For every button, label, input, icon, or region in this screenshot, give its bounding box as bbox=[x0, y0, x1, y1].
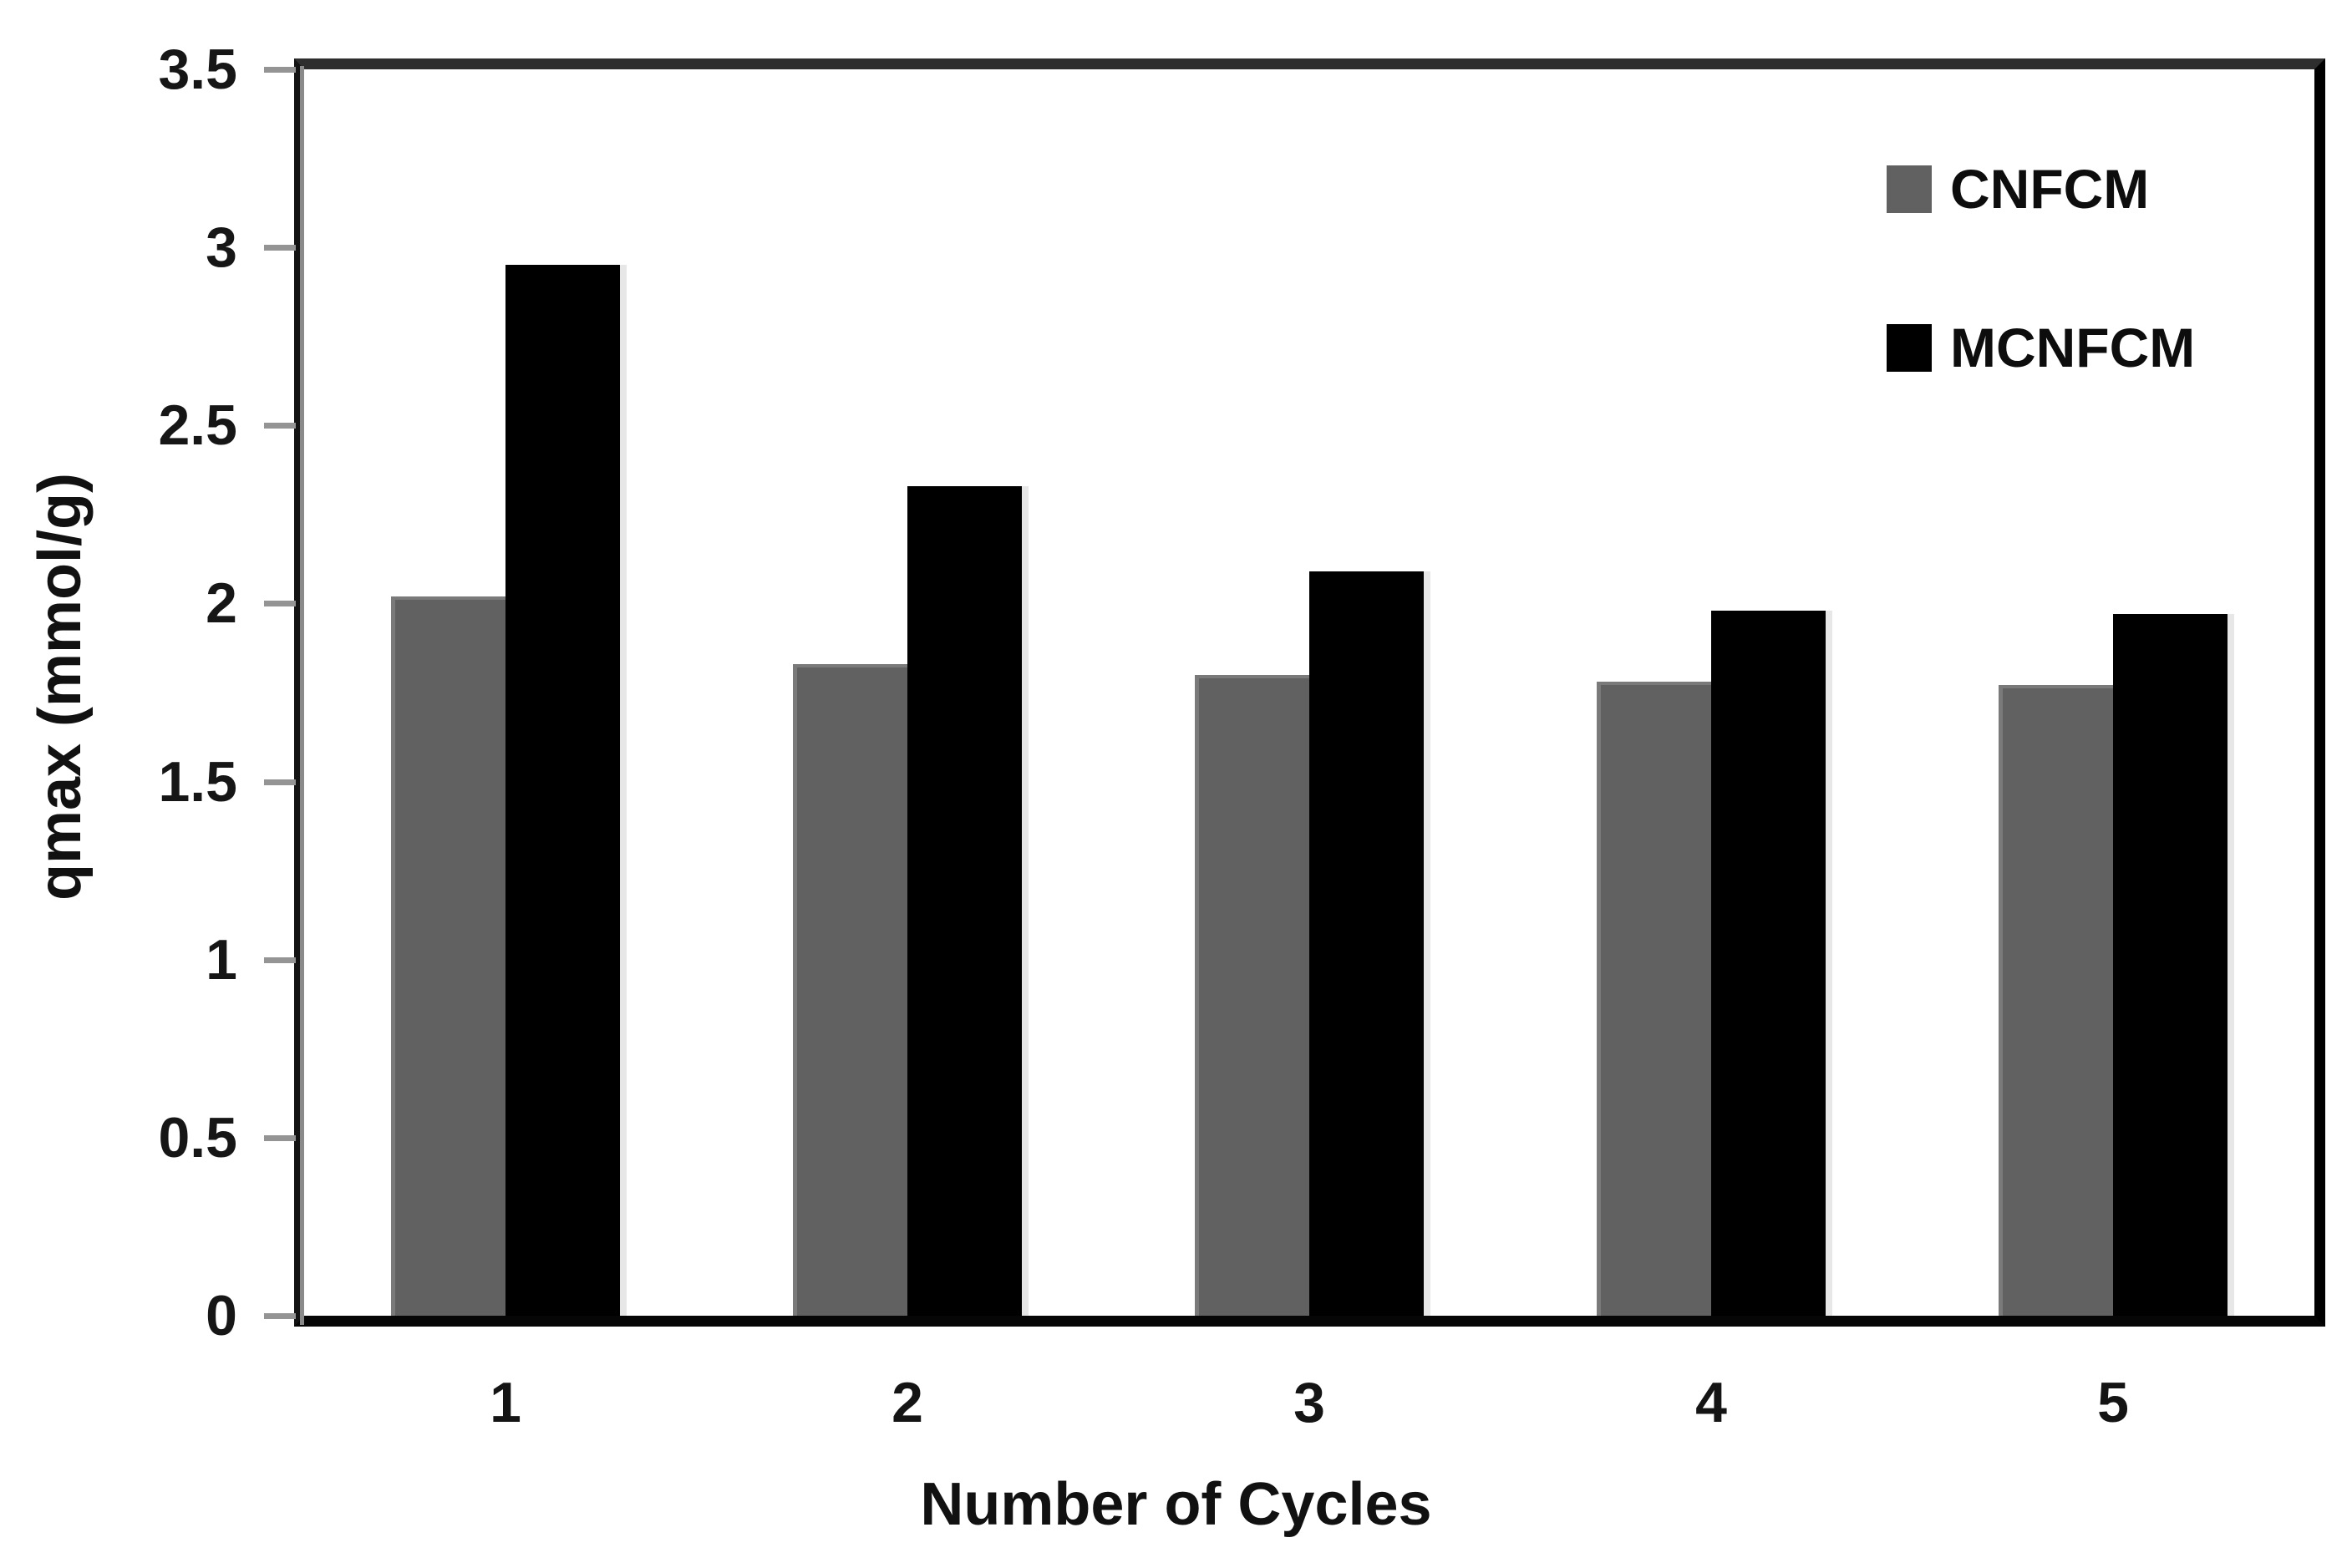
legend-swatch-cnfcm bbox=[1887, 165, 1932, 213]
x-tick-label-4: 4 bbox=[1695, 1371, 1727, 1434]
x-tick-label-1: 1 bbox=[490, 1371, 521, 1434]
legend-item-mcnfcm: MCNFCM bbox=[1887, 316, 2195, 379]
bar-mcnfcm-cycle-3 bbox=[1309, 571, 1424, 1316]
legend-label-cnfcm: CNFCM bbox=[1950, 158, 2150, 220]
y-tick-mark-2.5 bbox=[264, 423, 296, 429]
x-tick-label-3: 3 bbox=[1293, 1371, 1325, 1434]
y-tick-mark-1 bbox=[264, 957, 296, 963]
x-tick-label-5: 5 bbox=[2097, 1371, 2129, 1434]
bar-cnfcm-cycle-4 bbox=[1597, 682, 1711, 1316]
legend-swatch-mcnfcm bbox=[1887, 323, 1932, 372]
y-tick-label-2: 2 bbox=[206, 571, 237, 635]
y-tick-label-1.5: 1.5 bbox=[158, 750, 237, 814]
bar-mcnfcm-cycle-2 bbox=[907, 486, 1022, 1316]
y-tick-label-2.5: 2.5 bbox=[158, 393, 237, 457]
x-axis-title: Number of Cycles bbox=[920, 1471, 1432, 1538]
bar-cnfcm-cycle-3 bbox=[1195, 675, 1309, 1316]
legend-label-mcnfcm: MCNFCM bbox=[1950, 317, 2196, 378]
bar-cnfcm-cycle-2 bbox=[793, 664, 907, 1316]
y-tick-mark-3.5 bbox=[264, 67, 296, 73]
bar-cnfcm-cycle-5 bbox=[1999, 685, 2113, 1316]
bar-mcnfcm-cycle-1 bbox=[505, 265, 620, 1316]
y-axis-line bbox=[300, 66, 304, 1325]
legend: CNFCM MCNFCM bbox=[1887, 157, 2195, 379]
bar-cnfcm-cycle-1 bbox=[391, 596, 505, 1316]
y-tick-label-3: 3 bbox=[206, 216, 237, 279]
y-tick-label-3.5: 3.5 bbox=[158, 38, 237, 101]
y-tick-mark-0 bbox=[264, 1313, 296, 1319]
legend-item-cnfcm: CNFCM bbox=[1887, 157, 2195, 221]
y-tick-mark-0.5 bbox=[264, 1135, 296, 1141]
y-tick-label-0: 0 bbox=[206, 1284, 237, 1347]
bar-mcnfcm-cycle-5 bbox=[2113, 614, 2228, 1316]
y-tick-label-1: 1 bbox=[206, 928, 237, 992]
y-tick-mark-2 bbox=[264, 601, 296, 606]
y-tick-mark-1.5 bbox=[264, 779, 296, 785]
y-tick-label-0.5: 0.5 bbox=[158, 1106, 237, 1170]
y-tick-mark-3 bbox=[264, 245, 296, 251]
x-tick-label-2: 2 bbox=[892, 1371, 923, 1434]
plot-area: 3.5 3 2.5 2 1.5 1 0.5 0 1 2 3 4 5 bbox=[158, 38, 2325, 1434]
bar-mcnfcm-cycle-4 bbox=[1711, 611, 1826, 1316]
